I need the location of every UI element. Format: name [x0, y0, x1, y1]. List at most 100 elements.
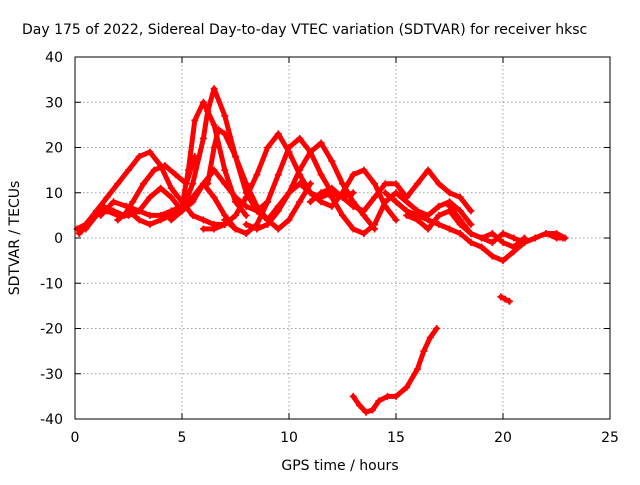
data-point-marker — [204, 180, 212, 188]
x-tick-label: 20 — [494, 430, 512, 446]
series-arc-18 — [497, 293, 513, 305]
data-point-marker — [306, 148, 314, 156]
data-point-marker — [392, 198, 400, 206]
data-point-marker — [122, 202, 130, 210]
data-point-marker — [296, 198, 304, 206]
data-point-marker — [146, 193, 154, 201]
data-point-marker — [360, 207, 368, 215]
data-point-marker — [125, 166, 132, 174]
data-point-marker — [317, 171, 325, 179]
data-point-marker — [360, 166, 368, 174]
data-point-marker — [488, 229, 496, 237]
data-point-marker — [553, 234, 560, 242]
data-point-marker — [210, 193, 218, 201]
y-tick-label: -30 — [40, 367, 63, 383]
data-point-marker — [339, 193, 346, 201]
series-arc-10 — [242, 139, 379, 233]
data-point-marker — [285, 144, 293, 151]
data-point-marker — [381, 189, 389, 197]
data-point-marker — [328, 184, 336, 192]
data-point-marker — [146, 211, 154, 219]
data-point-marker — [210, 144, 218, 151]
data-point-marker — [114, 216, 122, 224]
data-point-marker — [191, 116, 199, 124]
x-axis-label: GPS time / hours — [281, 458, 398, 474]
data-point-marker — [199, 216, 207, 224]
y-tick-label: -20 — [40, 322, 63, 338]
data-point-marker — [446, 202, 453, 210]
data-point-marker — [349, 202, 357, 210]
data-point-marker — [435, 202, 443, 210]
data-point-marker — [189, 193, 197, 201]
series-arc-12 — [306, 166, 475, 215]
data-point-marker — [433, 325, 441, 332]
data-point-marker — [446, 225, 453, 233]
series-line — [382, 190, 568, 264]
data-point-marker — [296, 180, 304, 188]
data-point-marker — [501, 295, 509, 303]
y-tick-label: 40 — [45, 50, 63, 66]
data-point-marker — [368, 406, 376, 414]
series-line — [307, 167, 474, 214]
data-point-marker — [328, 193, 336, 201]
data-point-marker — [542, 229, 550, 237]
data-point-marker — [214, 125, 222, 133]
data-point-marker — [381, 198, 389, 206]
data-point-marker — [328, 202, 336, 210]
data-point-marker — [497, 293, 505, 301]
x-tick-label: 25 — [601, 430, 619, 446]
data-point-marker — [375, 397, 383, 405]
data-point-marker — [242, 193, 250, 201]
chart-title: Day 175 of 2022, Sidereal Day-to-day VTE… — [22, 22, 587, 38]
data-point-marker — [392, 216, 400, 224]
data-point-marker — [383, 392, 391, 400]
tick-labels: 0 5 10 15 20 25 -40 -30 -20 -10 0 10 20 30 40 — [40, 50, 619, 446]
data-point-marker — [426, 334, 434, 342]
data-point-marker — [510, 243, 518, 251]
series-line — [76, 154, 198, 236]
y-tick-label: 0 — [54, 231, 63, 247]
data-point-marker — [413, 365, 421, 373]
data-point-marker — [392, 392, 400, 400]
data-point-marker — [253, 225, 261, 233]
y-tick-label: 10 — [45, 186, 63, 202]
data-point-marker — [199, 98, 207, 106]
data-point-marker — [424, 166, 432, 174]
data-point-marker — [488, 239, 496, 247]
data-point-marker — [435, 220, 443, 228]
data-point-marker — [232, 153, 239, 161]
data-point-marker — [296, 134, 304, 142]
data-point-marker — [356, 401, 364, 409]
data-point-marker — [178, 207, 186, 215]
data-point-marker — [242, 229, 250, 237]
data-point-marker — [167, 193, 175, 201]
data-point-marker — [403, 198, 411, 206]
data-point-marker — [339, 211, 346, 219]
series-arc-16 — [446, 202, 567, 247]
data-point-marker — [242, 211, 250, 219]
y-tick-label: 30 — [45, 95, 63, 111]
data-point-marker — [167, 184, 175, 192]
data-point-marker — [150, 166, 158, 174]
data-point-marker — [125, 207, 132, 215]
data-point-marker — [435, 180, 443, 188]
data-point-marker — [362, 408, 370, 416]
data-point-marker — [135, 216, 143, 224]
data-point-marker — [317, 198, 325, 206]
data-point-marker — [274, 171, 282, 179]
data-point-marker — [242, 180, 250, 188]
data-point-marker — [264, 216, 272, 224]
x-tick-label: 0 — [71, 430, 80, 446]
data-point-marker — [499, 229, 507, 237]
data-point-marker — [296, 166, 304, 174]
data-point-marker — [435, 211, 443, 219]
data-point-marker — [253, 171, 261, 179]
data-point-marker — [210, 225, 218, 233]
data-point-marker — [129, 198, 137, 206]
y-tick-label: -40 — [40, 412, 63, 428]
data-point-marker — [381, 180, 389, 188]
data-point-marker — [478, 243, 486, 251]
data-point-marker — [559, 234, 567, 242]
